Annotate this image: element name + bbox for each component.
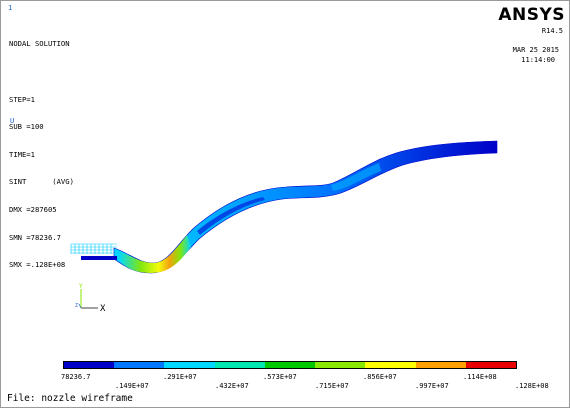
legend-swatch-9 xyxy=(465,362,516,368)
nozzle-streak-2 xyxy=(331,163,381,191)
legend-swatch-4 xyxy=(214,362,265,368)
nozzle-streak xyxy=(197,197,265,235)
legend-label-10: .128E+08 xyxy=(515,382,549,390)
window-number: 1 xyxy=(8,4,13,12)
coordinate-triad: X Y Z xyxy=(75,283,106,314)
ansys-logo: ANSYS xyxy=(498,5,565,25)
legend-label-7: .856E+07 xyxy=(363,373,397,381)
triad-z-label: Z xyxy=(75,303,78,309)
legend-swatch-2 xyxy=(114,362,165,368)
nozzle-model[interactable] xyxy=(70,140,498,274)
legend-swatch-7 xyxy=(365,362,416,368)
legend-swatch-8 xyxy=(415,362,466,368)
release-version: R14.5 xyxy=(541,27,563,35)
wireframe-stub xyxy=(70,243,117,254)
file-label: File: nozzle wireframe xyxy=(7,393,133,404)
legend-label-8: .997E+07 xyxy=(415,382,449,390)
info-line-sint: SINT (AVG) xyxy=(9,177,74,187)
legend-swatch-6 xyxy=(315,362,366,368)
legend-label-2: .149E+07 xyxy=(115,382,149,390)
info-line-smn: SMN =78236.7 xyxy=(9,232,61,242)
info-line-time: TIME=1 xyxy=(9,149,35,159)
info-line-step: STEP=1 xyxy=(9,94,35,104)
info-line-title: NODAL SOLUTION xyxy=(9,39,70,49)
triad-y-label: Y xyxy=(79,283,83,290)
legend-swatch-1 xyxy=(64,362,115,368)
info-line-sub: SUB =100 xyxy=(9,122,44,132)
legend-label-4: .432E+07 xyxy=(215,382,249,390)
triad-x-label: X xyxy=(100,304,106,314)
solution-info-block: NODAL SOLUTION STEP=1 SUB =100 TIME=1 SI… xyxy=(9,21,74,288)
nozzle-throat-hot-zone xyxy=(119,235,191,273)
info-line-smx: SMX =.128E+08 xyxy=(9,260,66,270)
nozzle-band[interactable] xyxy=(113,140,498,274)
legend-label-6: .715E+07 xyxy=(315,382,349,390)
legend-label-5: .573E+07 xyxy=(263,373,297,381)
triad-z-axis xyxy=(78,303,82,309)
time-stamp: 11:14:00 xyxy=(521,56,555,64)
nozzle-inlet-pipe xyxy=(81,256,117,260)
displacement-marker: U xyxy=(10,117,15,125)
legend-label-3: .291E+07 xyxy=(163,373,197,381)
contour-legend-bar xyxy=(63,361,517,369)
date-stamp: MAR 25 2015 xyxy=(512,46,559,54)
legend-swatch-3 xyxy=(164,362,215,368)
legend-label-1: 78236.7 xyxy=(61,373,91,381)
info-line-dmx: DMX =287605 xyxy=(9,204,57,214)
legend-swatch-5 xyxy=(264,362,316,368)
legend-label-9: .114E+08 xyxy=(463,373,497,381)
